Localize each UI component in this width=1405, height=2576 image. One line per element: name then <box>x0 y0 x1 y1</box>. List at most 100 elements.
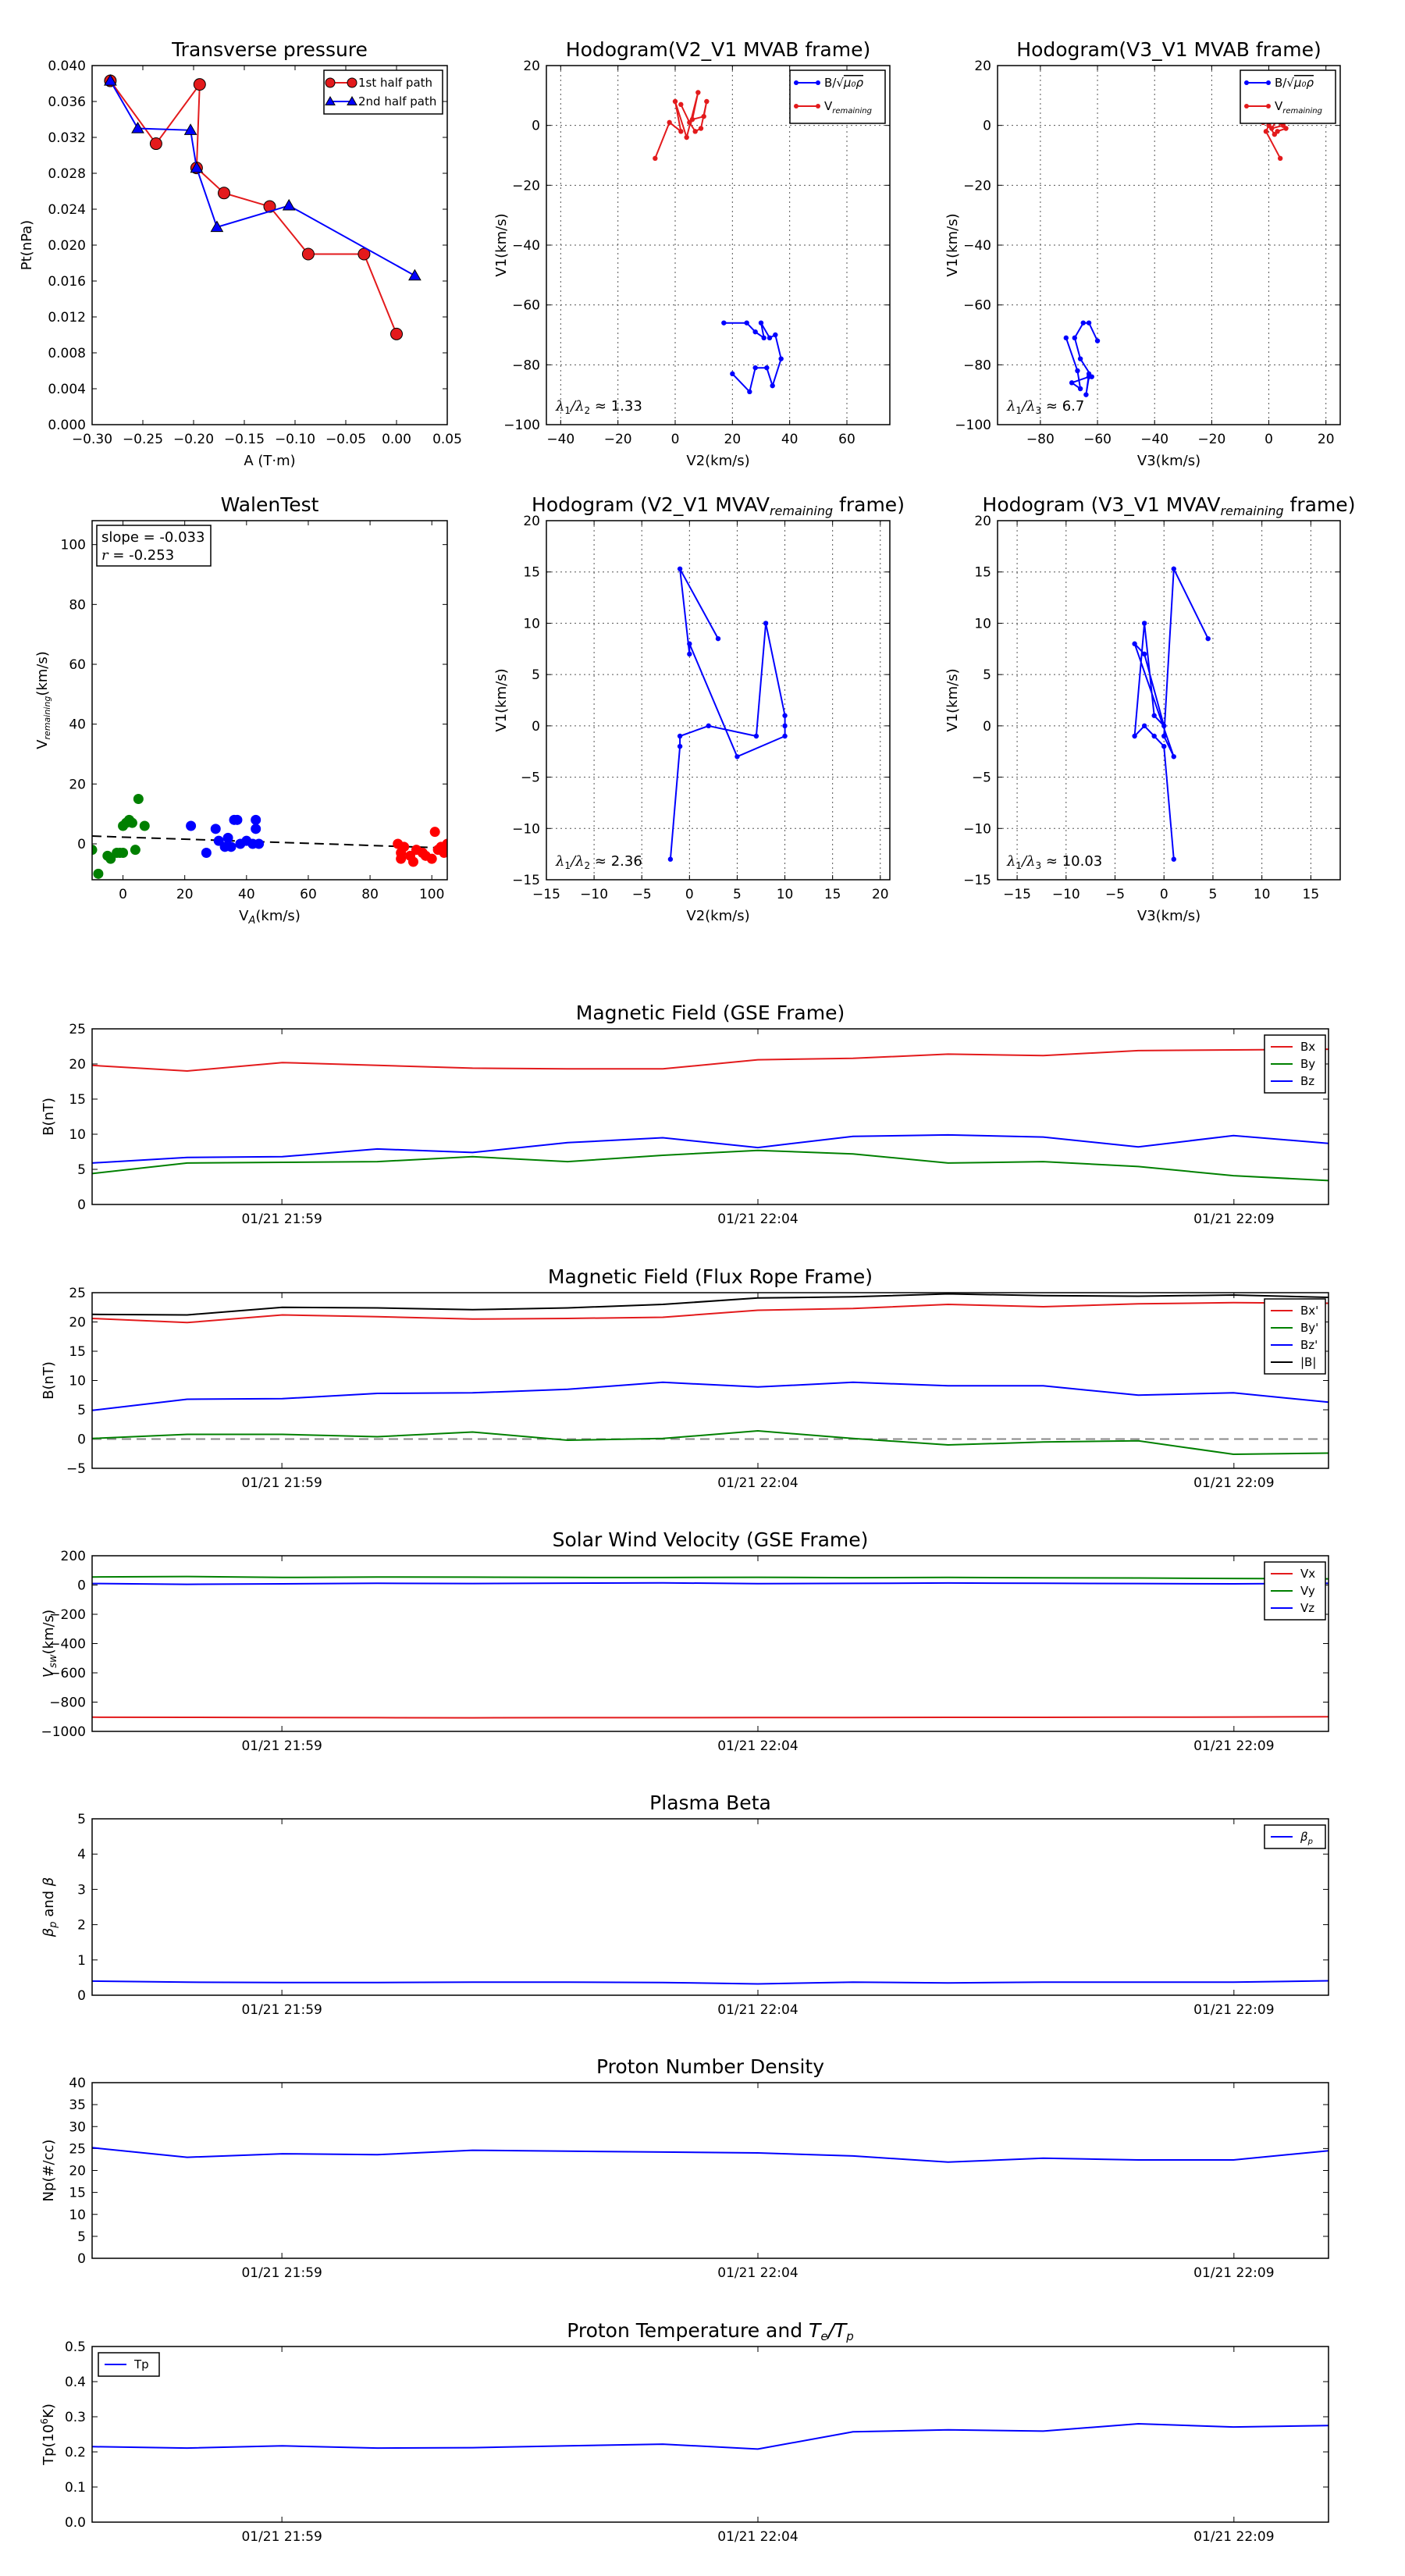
data-point <box>1244 80 1249 85</box>
data-point <box>701 113 706 119</box>
plot-area <box>92 794 447 879</box>
y-tick-label: 0.3 <box>65 2410 86 2425</box>
legend-label: Bx' <box>1300 1304 1318 1318</box>
legend-text-part: β <box>1300 1830 1308 1844</box>
x-axis-label: V3(km/s) <box>1137 453 1200 469</box>
x-tick-label: 20 <box>724 432 742 447</box>
legend: Vx Vy Vz <box>1264 1561 1326 1621</box>
eigenvalue-ratio: λ1/λ2 ≈ 2.36 <box>555 853 642 871</box>
series-line <box>669 568 786 859</box>
data-point <box>653 155 658 162</box>
subscript: 1 <box>1016 405 1022 416</box>
data-point <box>1151 713 1157 718</box>
ratio-value: ≈ 2.36 <box>590 853 642 870</box>
title-text: Hodogram (V3_V1 MVAV <box>983 493 1221 516</box>
axes-frame <box>91 65 448 425</box>
triangle-marker <box>190 161 204 173</box>
ratio-value: ≈ 10.03 <box>1041 853 1102 870</box>
axes-frame <box>997 520 1341 881</box>
y-tick-label: 0.2 <box>65 2445 86 2460</box>
y-tick-label: 0.040 <box>48 59 86 74</box>
data-point <box>672 98 678 105</box>
triangle-marker <box>104 74 117 86</box>
triangle-marker <box>325 95 336 105</box>
data-point <box>1263 129 1269 134</box>
data-point <box>93 868 104 879</box>
data-point <box>1077 386 1083 392</box>
subscript: 2 <box>585 860 591 871</box>
y-tick-label: 20 <box>69 1315 86 1331</box>
data-point <box>1132 641 1137 646</box>
y-axis-label: V1(km/s) <box>493 213 510 276</box>
chart-flux: 01/21 21:59 01/21 22:04 01/21 22:09 −5 0 5 10 1… <box>41 1265 1329 1491</box>
x-tick-label: 01/21 22:04 <box>717 1212 798 1227</box>
x-tick-label: −5 <box>1105 887 1125 902</box>
label-text: β <box>41 1877 57 1888</box>
y-tick-label: 25 <box>69 2141 86 2157</box>
legend-label: 1st half path <box>358 76 432 90</box>
data-point <box>1075 368 1080 374</box>
legend-label: Vremaining <box>1275 99 1322 116</box>
legend: B/√μ₀ρ Vremaining <box>789 69 886 124</box>
y-tick-label: 0 <box>983 719 991 735</box>
data-point <box>201 848 212 858</box>
legend-label: Vremaining <box>824 99 872 116</box>
x-axis-label: V2(km/s) <box>686 453 749 469</box>
y-tick-label: −60 <box>963 298 991 314</box>
title-text: frame) <box>1284 493 1356 516</box>
y-tick-label: 4 <box>77 1847 86 1863</box>
y-tick-label: 0 <box>77 2251 86 2267</box>
chart-title: Hodogram(V2_V1 MVAB frame) <box>566 38 870 61</box>
label-subscript: A <box>247 915 255 927</box>
lambda: /λ <box>1020 853 1035 870</box>
triangle-marker <box>408 269 422 281</box>
triangle-marker <box>347 95 357 105</box>
x-tick-label: 01/21 22:09 <box>1193 1738 1274 1754</box>
y-tick-label: −200 <box>49 1607 86 1623</box>
axes-frame <box>546 65 891 425</box>
subscript: 3 <box>1036 405 1042 416</box>
lambda: λ <box>555 853 564 870</box>
y-tick-label: 0 <box>77 1578 86 1594</box>
y-tick-label: 15 <box>69 2186 86 2201</box>
legend-text-part: μ₀ρ <box>1293 76 1314 90</box>
data-point <box>764 365 770 371</box>
y-tick-label: −15 <box>963 873 991 888</box>
ratio-value: ≈ 1.33 <box>590 398 642 415</box>
legend: βp <box>1264 1824 1326 1849</box>
y-tick-label: 200 <box>61 1549 86 1564</box>
y-tick-label: 100 <box>61 538 86 553</box>
y-tick-label: 20 <box>69 1057 86 1073</box>
y-axis-label: B(nT) <box>41 1098 57 1136</box>
data-point <box>677 566 683 571</box>
y-axis-label: Vremaining(km/s) <box>34 651 52 749</box>
data-point <box>1283 126 1289 131</box>
legend-text-part: V <box>1275 99 1283 113</box>
data-point <box>698 126 704 131</box>
x-tick-label: −10 <box>580 887 608 902</box>
data-point <box>139 820 150 831</box>
data-point <box>770 382 775 389</box>
label-subscript: sw <box>48 1654 59 1668</box>
lambda: /λ <box>569 853 584 870</box>
y-tick-label: 40 <box>69 2076 86 2091</box>
data-point <box>687 641 692 646</box>
x-tick-label: −40 <box>546 432 574 447</box>
x-tick-label: 40 <box>238 887 255 902</box>
data-point <box>1266 123 1272 128</box>
data-point <box>677 733 683 739</box>
data-point <box>133 794 144 804</box>
legend-text-part: V <box>824 99 833 113</box>
y-tick-label: −15 <box>512 873 540 888</box>
data-point <box>773 332 778 338</box>
data-point <box>92 845 98 856</box>
chart-temp: 01/21 21:59 01/21 22:04 01/21 22:09 0.0 0.1 0… <box>39 2319 1329 2545</box>
lambda: λ <box>1006 853 1016 870</box>
data-point <box>399 841 410 852</box>
lambda: λ <box>555 398 564 415</box>
x-tick-label: −0.20 <box>173 432 214 447</box>
series-line <box>91 1133 1329 1164</box>
y-tick-label: −600 <box>49 1666 86 1681</box>
data-point <box>1083 392 1089 397</box>
